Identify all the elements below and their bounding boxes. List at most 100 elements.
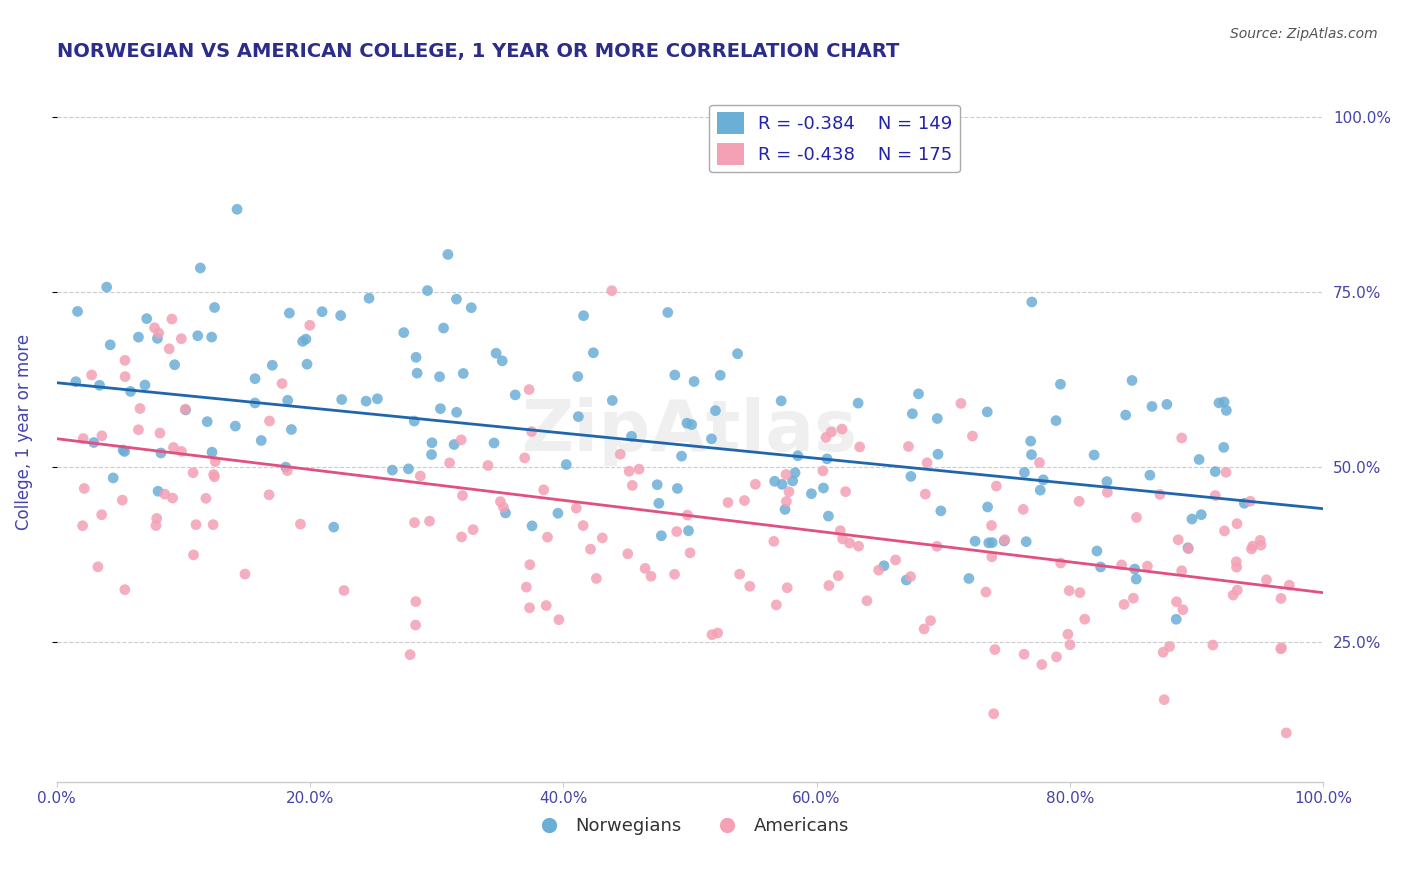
Point (1270, 640, 1292, 655)
Point (664, 368, 686, 382)
Point (1204, 488, 1226, 502)
Point (582, 345, 605, 359)
Point (1049, 377, 1071, 392)
Point (1215, 403, 1237, 417)
Point (278, 306, 301, 320)
Point (920, 614, 942, 628)
Point (671, 449, 693, 463)
Point (1256, 573, 1278, 587)
Point (145, 518, 167, 533)
Point (621, 478, 644, 492)
Point (89, 378, 111, 392)
Point (980, 549, 1002, 564)
Point (404, 414, 426, 428)
Point (534, 599, 557, 613)
Point (1112, 598, 1135, 612)
Point (678, 524, 700, 538)
Point (72, 432, 94, 446)
Point (949, 396, 972, 410)
Point (429, 401, 451, 416)
Point (1241, 539, 1264, 553)
Point (1167, 533, 1189, 547)
Point (900, 569, 922, 583)
Point (650, 529, 672, 543)
Point (901, 407, 924, 421)
Legend: Norwegians, Americans: Norwegians, Americans (523, 810, 856, 843)
Point (96, 280, 118, 294)
Point (1181, 512, 1204, 526)
Point (585, 571, 607, 585)
Point (298, 318, 321, 333)
Point (280, 423, 302, 437)
Point (962, 429, 984, 443)
Point (1149, 487, 1171, 501)
Point (1270, 641, 1292, 656)
Point (555, 458, 578, 472)
Point (616, 547, 638, 561)
Point (160, 312, 183, 326)
Point (1097, 485, 1119, 500)
Point (620, 429, 643, 443)
Point (1073, 612, 1095, 626)
Point (520, 519, 543, 533)
Point (204, 454, 226, 468)
Point (1139, 468, 1161, 483)
Point (645, 477, 668, 491)
Point (676, 508, 699, 522)
Point (135, 311, 157, 326)
Point (717, 495, 740, 509)
Point (827, 568, 849, 582)
Point (965, 534, 987, 549)
Point (202, 467, 225, 482)
Point (848, 539, 870, 553)
Point (1278, 578, 1301, 592)
Point (1095, 475, 1118, 489)
Point (915, 456, 938, 470)
Point (224, 419, 246, 434)
Point (1012, 647, 1035, 661)
Point (1212, 441, 1234, 455)
Point (1125, 510, 1147, 524)
Point (1239, 494, 1261, 508)
Point (981, 535, 1004, 549)
Point (451, 367, 474, 381)
Point (103, 471, 125, 485)
Point (1111, 558, 1133, 572)
Point (1204, 465, 1226, 479)
Point (114, 353, 136, 368)
Point (548, 613, 571, 627)
Point (461, 523, 484, 537)
Point (405, 351, 427, 365)
Point (381, 463, 404, 477)
Point (818, 578, 841, 592)
Point (1222, 588, 1244, 602)
Point (820, 425, 842, 439)
Point (1136, 559, 1159, 574)
Point (416, 284, 439, 298)
Point (811, 464, 834, 478)
Point (259, 414, 281, 428)
Point (609, 447, 631, 461)
Point (188, 260, 211, 275)
Point (567, 409, 589, 424)
Point (409, 469, 432, 483)
Point (884, 553, 907, 567)
Point (1152, 645, 1174, 659)
Point (1166, 595, 1188, 609)
Point (485, 346, 508, 360)
Point (1189, 508, 1212, 522)
Point (1249, 533, 1271, 548)
Point (149, 426, 172, 441)
Point (778, 484, 800, 499)
Point (1213, 524, 1236, 538)
Point (709, 368, 731, 383)
Point (489, 494, 512, 508)
Point (957, 572, 980, 586)
Point (1226, 516, 1249, 531)
Point (111, 493, 134, 508)
Point (226, 202, 249, 217)
Point (174, 403, 197, 417)
Point (1090, 560, 1112, 574)
Point (120, 384, 142, 399)
Point (274, 460, 297, 475)
